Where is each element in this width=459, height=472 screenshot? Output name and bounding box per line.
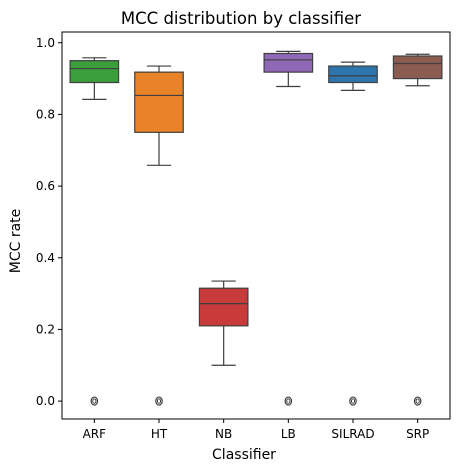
y-tick-label: 0.6 [36, 179, 55, 193]
y-tick-label: 0.2 [36, 322, 55, 336]
outlier-point [349, 396, 357, 406]
box-iqr [392, 55, 443, 80]
y-tick-label: 1.0 [36, 36, 55, 50]
box-iqr [134, 71, 184, 133]
box-srp [392, 53, 443, 406]
outlier-point [286, 398, 291, 404]
box-iqr [198, 287, 249, 327]
outlier-point [413, 396, 422, 406]
box-nb [198, 280, 249, 366]
box-iqr [328, 65, 378, 84]
x-tick-label: ARF [83, 427, 107, 441]
outlier-point [156, 398, 162, 404]
x-tick-label: SRP [406, 427, 429, 441]
y-tick-label: 0.4 [36, 251, 55, 265]
plot-frame [61, 31, 451, 420]
box-ht [134, 65, 184, 406]
x-axis-title: Classifier [212, 447, 276, 463]
outlier-point [350, 398, 356, 404]
y-axis-title: MCC rate [8, 209, 24, 274]
box-lb [263, 50, 314, 406]
box-iqr [263, 52, 314, 73]
x-tick-label: NB [215, 427, 232, 441]
x-tick-label: LB [281, 427, 296, 441]
outlier-point [415, 398, 420, 404]
box-arf [69, 57, 120, 406]
outlier-point [92, 398, 97, 404]
y-tick-label: 0.0 [36, 394, 55, 408]
y-tick-label: 0.8 [36, 107, 55, 121]
outlier-point [90, 396, 99, 406]
chart-title: MCC distribution by classifier [121, 9, 361, 28]
outlier-point [155, 396, 163, 406]
x-tick-label: SILRAD [331, 427, 374, 441]
outlier-point [284, 396, 293, 406]
box-iqr [69, 60, 120, 84]
box-silrad [328, 61, 378, 406]
x-tick-label: HT [151, 427, 168, 441]
